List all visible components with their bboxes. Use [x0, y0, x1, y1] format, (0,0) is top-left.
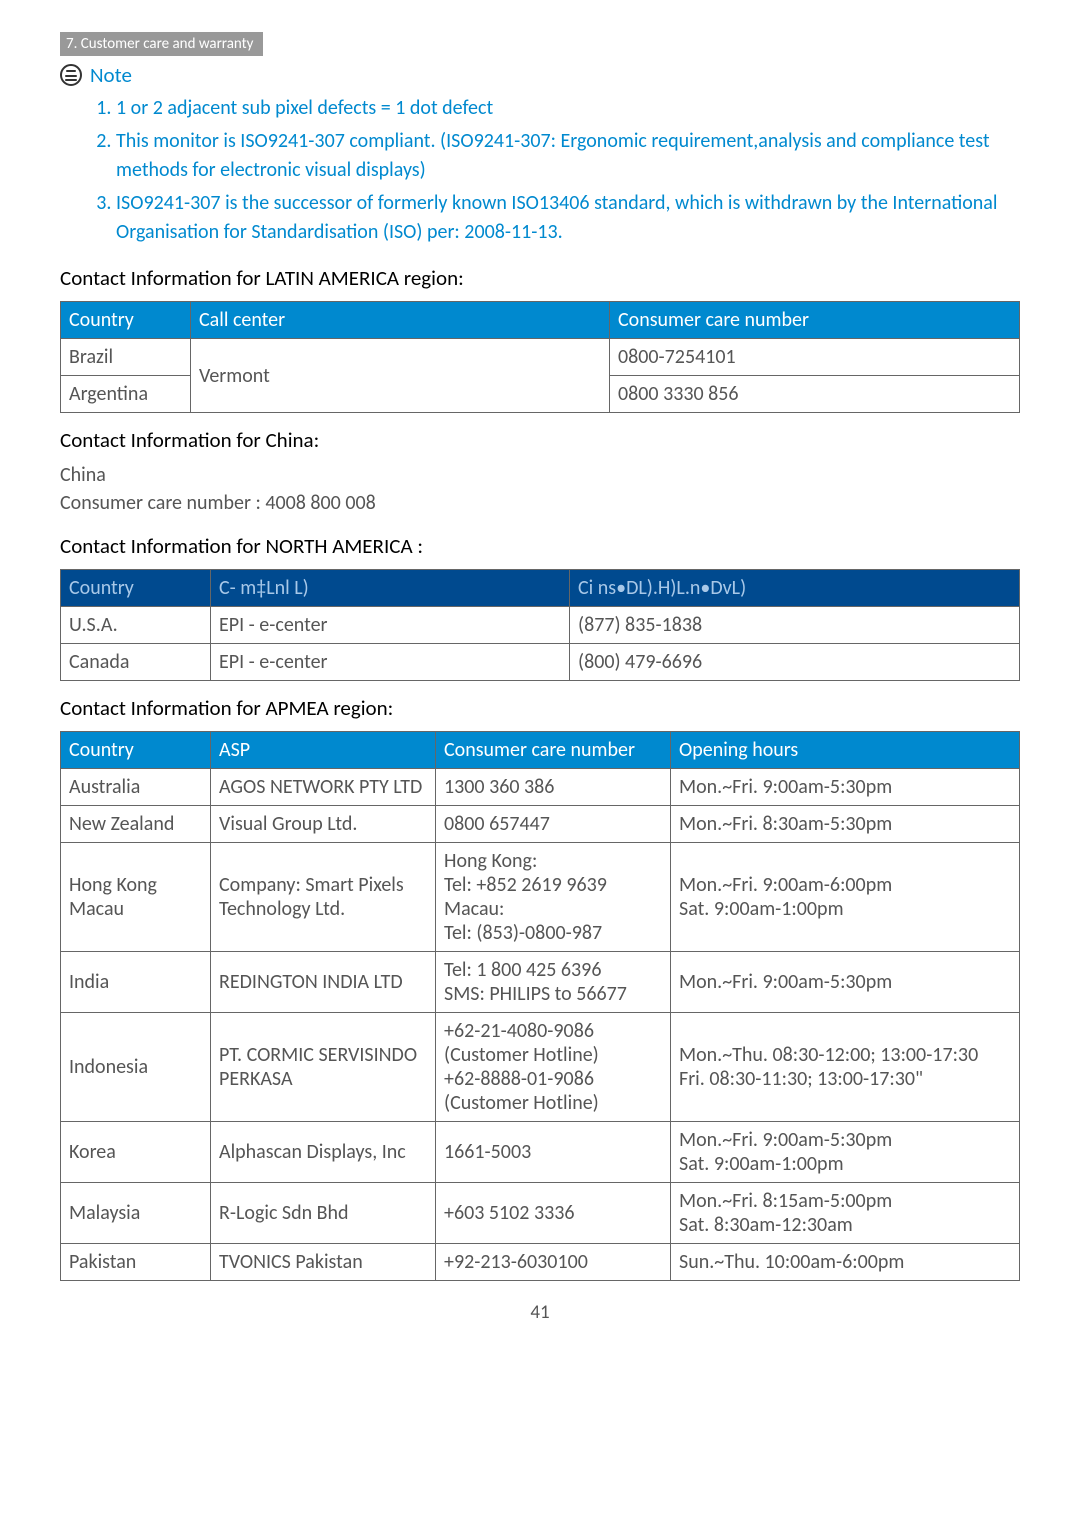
- th-number: Consumer care number: [610, 302, 1020, 339]
- th: Ci ns•DL).H)L.n•DvL): [570, 570, 1020, 607]
- cell: 1300 360 386: [436, 769, 671, 806]
- table-row: Hong Kong MacauCompany: Smart Pixels Tec…: [61, 843, 1020, 952]
- latin-table: Country Call center Consumer care number…: [60, 301, 1020, 413]
- th: Opening hours: [671, 732, 1020, 769]
- cell: Australia: [61, 769, 211, 806]
- china-line2: Consumer care number : 4008 800 008: [60, 491, 1020, 515]
- cell-country: Argentina: [61, 376, 191, 413]
- table-row: IndiaREDINGTON INDIA LTDTel: 1 800 425 6…: [61, 952, 1020, 1013]
- cell: Pakistan: [61, 1244, 211, 1281]
- cell: Mon.~Fri. 9:00am-5:30pm Sat. 9:00am-1:00…: [671, 1122, 1020, 1183]
- th-country: Country: [61, 302, 191, 339]
- cell: Mon.~Fri. 9:00am-6:00pm Sat. 9:00am-1:00…: [671, 843, 1020, 952]
- cell: Company: Smart Pixels Technology Ltd.: [211, 843, 436, 952]
- cell: (800) 479-6696: [570, 644, 1020, 681]
- cell: Tel: 1 800 425 6396 SMS: PHILIPS to 5667…: [436, 952, 671, 1013]
- cell: R-Logic Sdn Bhd: [211, 1183, 436, 1244]
- cell: AGOS NETWORK PTY LTD: [211, 769, 436, 806]
- th: Consumer care number: [436, 732, 671, 769]
- cell: Alphascan Displays, Inc: [211, 1122, 436, 1183]
- section-title-apmea: Contact Information for APMEA region:: [60, 695, 1020, 721]
- th: C- m‡Lnl L): [211, 570, 570, 607]
- table-row: New ZealandVisual Group Ltd.0800 657447M…: [61, 806, 1020, 843]
- china-line1: China: [60, 463, 1020, 487]
- note-icon: [60, 64, 82, 86]
- cell-number: 0800 3330 856: [610, 376, 1020, 413]
- notes-list: 1 or 2 adjacent sub pixel defects = 1 do…: [88, 94, 1020, 247]
- cell: REDINGTON INDIA LTD: [211, 952, 436, 1013]
- cell: EPI - e-center: [211, 607, 570, 644]
- na-table: Country C- m‡Lnl L) Ci ns•DL).H)L.n•DvL)…: [60, 569, 1020, 681]
- note-header: Note: [60, 62, 1020, 88]
- note-item: ISO9241-307 is the successor of formerly…: [116, 189, 1020, 247]
- page-number: 41: [60, 1301, 1020, 1324]
- cell: U.S.A.: [61, 607, 211, 644]
- cell: +62-21-4080-9086 (Customer Hotline) +62-…: [436, 1013, 671, 1122]
- table-row: MalaysiaR-Logic Sdn Bhd+603 5102 3336Mon…: [61, 1183, 1020, 1244]
- cell: EPI - e-center: [211, 644, 570, 681]
- section-title-na: Contact Information for NORTH AMERICA :: [60, 533, 1020, 559]
- cell-number: 0800-7254101: [610, 339, 1020, 376]
- cell: Mon.~Fri. 9:00am-5:30pm: [671, 952, 1020, 1013]
- cell: +603 5102 3336: [436, 1183, 671, 1244]
- table-row: PakistanTVONICS Pakistan+92-213-6030100S…: [61, 1244, 1020, 1281]
- cell: India: [61, 952, 211, 1013]
- cell: Sun.~Thu. 10:00am-6:00pm: [671, 1244, 1020, 1281]
- cell: +92-213-6030100: [436, 1244, 671, 1281]
- cell: Mon.~Fri. 8:30am-5:30pm: [671, 806, 1020, 843]
- cell: Mon.~Fri. 9:00am-5:30pm: [671, 769, 1020, 806]
- cell: Hong Kong Macau: [61, 843, 211, 952]
- table-row: IndonesiaPT. CORMIC SERVISINDO PERKASA+6…: [61, 1013, 1020, 1122]
- note-item: 1 or 2 adjacent sub pixel defects = 1 do…: [116, 94, 1020, 123]
- cell: (877) 835-1838: [570, 607, 1020, 644]
- section-title-china: Contact Information for China:: [60, 427, 1020, 453]
- th: ASP: [211, 732, 436, 769]
- section-title-latin: Contact Information for LATIN AMERICA re…: [60, 265, 1020, 291]
- table-row: KoreaAlphascan Displays, Inc1661-5003Mon…: [61, 1122, 1020, 1183]
- cell-callcenter: Vermont: [191, 339, 610, 413]
- table-row: AustraliaAGOS NETWORK PTY LTD1300 360 38…: [61, 769, 1020, 806]
- cell: Visual Group Ltd.: [211, 806, 436, 843]
- note-label: Note: [90, 62, 132, 88]
- cell: TVONICS Pakistan: [211, 1244, 436, 1281]
- breadcrumb: 7. Customer care and warranty: [60, 32, 263, 56]
- cell: Canada: [61, 644, 211, 681]
- cell: Malaysia: [61, 1183, 211, 1244]
- cell: 1661-5003: [436, 1122, 671, 1183]
- cell: Korea: [61, 1122, 211, 1183]
- cell-country: Brazil: [61, 339, 191, 376]
- apmea-table: Country ASP Consumer care number Opening…: [60, 731, 1020, 1281]
- th: Country: [61, 570, 211, 607]
- cell: Indonesia: [61, 1013, 211, 1122]
- cell: 0800 657447: [436, 806, 671, 843]
- cell: PT. CORMIC SERVISINDO PERKASA: [211, 1013, 436, 1122]
- cell: New Zealand: [61, 806, 211, 843]
- cell: Mon.~Fri. 8:15am-5:00pm Sat. 8:30am-12:3…: [671, 1183, 1020, 1244]
- th-callcenter: Call center: [191, 302, 610, 339]
- cell: Mon.~Thu. 08:30-12:00; 13:00-17:30 Fri. …: [671, 1013, 1020, 1122]
- note-item: This monitor is ISO9241-307 compliant. (…: [116, 127, 1020, 185]
- cell: Hong Kong: Tel: +852 2619 9639 Macau: Te…: [436, 843, 671, 952]
- th: Country: [61, 732, 211, 769]
